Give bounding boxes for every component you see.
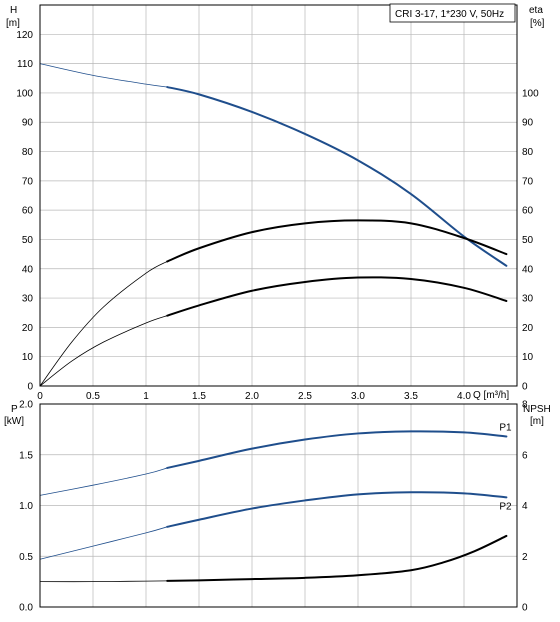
legend-frame	[389, 3, 516, 23]
p-tick-label: 2.0	[19, 400, 33, 411]
left-axis-label-upper-1: H	[10, 5, 17, 16]
upper-plot-frame	[39, 4, 518, 387]
x-tick-label: 2.5	[298, 391, 312, 402]
x-axis-label: Q [m³/h]	[473, 390, 509, 401]
h-tick-label: 120	[16, 30, 33, 41]
curve-eta-2-thin	[39, 315, 168, 387]
chart-title: CRI 3-17, 1*230 V, 50Hz	[395, 9, 504, 20]
p-tick-label: 0.5	[19, 552, 33, 563]
curve-p1-duty	[166, 430, 508, 469]
right-axis-label-lower-2: [m]	[530, 416, 544, 427]
curve-eta-2-duty	[166, 276, 508, 317]
left-axis-label-lower-1: P	[11, 404, 18, 415]
curve-eta-1-duty	[166, 219, 508, 263]
lower-plot-frame	[39, 403, 518, 608]
h-tick-label: 0	[27, 382, 33, 393]
eta-tick-label: 100	[522, 88, 539, 99]
grid-lines	[40, 5, 517, 607]
eta-tick-label: 90	[522, 118, 534, 129]
x-tick-label: 4.0	[457, 391, 471, 402]
curve-p1-thin	[39, 467, 168, 496]
h-tick-label: 60	[22, 206, 34, 217]
curve-h-duty	[166, 86, 508, 267]
right-axis-label-lower-1: NPSH	[523, 404, 551, 415]
legend-box: CRI 3-17, 1*230 V, 50Hz	[389, 3, 516, 23]
x-tick-label: 0.5	[86, 391, 100, 402]
curve-h-thin	[39, 63, 168, 88]
eta-tick-label: 80	[522, 147, 534, 158]
h-tick-label: 70	[22, 176, 34, 187]
left-axis-label-upper-2: [m]	[6, 18, 20, 29]
axis-labels: H [m] eta [%] P [kW] NPSH [m] Q [m³/h] 0…	[4, 5, 551, 614]
curve-npsh-thin	[39, 580, 168, 583]
eta-tick-label: 50	[522, 235, 534, 246]
h-tick-label: 50	[22, 235, 34, 246]
series-label-p2: P2	[499, 501, 512, 512]
right-axis-label-upper-1: eta	[529, 5, 543, 16]
x-tick-label: 1	[143, 391, 149, 402]
h-tick-label: 90	[22, 118, 34, 129]
curve-eta-1-thin	[39, 261, 168, 387]
npsh-tick-label: 6	[522, 450, 528, 461]
eta-tick-label: 40	[522, 264, 534, 275]
h-tick-label: 10	[22, 352, 34, 363]
h-tick-label: 80	[22, 147, 34, 158]
curve-npsh-duty	[166, 534, 508, 582]
x-tick-label: 3.0	[351, 391, 365, 402]
x-tick-label: 1.5	[192, 391, 206, 402]
npsh-tick-label: 2	[522, 552, 528, 563]
h-tick-label: 40	[22, 264, 34, 275]
eta-tick-label: 0	[522, 382, 528, 393]
eta-tick-label: 20	[522, 323, 534, 334]
h-tick-label: 30	[22, 294, 34, 305]
right-axis-label-upper-2: [%]	[530, 18, 545, 29]
x-tick-label: 0	[37, 391, 43, 402]
eta-tick-label: 10	[522, 352, 534, 363]
series-label-p1: P1	[499, 422, 512, 433]
eta-tick-label: 30	[522, 294, 534, 305]
curves	[39, 63, 508, 583]
npsh-tick-label: 4	[522, 501, 528, 512]
npsh-tick-label: 8	[522, 400, 528, 411]
p-tick-label: 1.5	[19, 450, 33, 461]
h-tick-label: 20	[22, 323, 34, 334]
x-tick-label: 2.0	[245, 391, 259, 402]
p-tick-label: 0.0	[19, 603, 33, 614]
curve-p2-thin	[39, 526, 168, 560]
eta-tick-label: 60	[522, 206, 534, 217]
curve-p2-duty	[166, 491, 508, 528]
h-tick-label: 110	[17, 59, 33, 70]
npsh-tick-label: 0	[522, 603, 528, 614]
h-tick-label: 100	[16, 88, 33, 99]
p-tick-label: 1.0	[19, 501, 33, 512]
x-tick-label: 3.5	[404, 391, 418, 402]
left-axis-label-lower-2: [kW]	[4, 416, 24, 427]
eta-tick-label: 70	[522, 176, 534, 187]
plot-frames	[39, 4, 518, 608]
